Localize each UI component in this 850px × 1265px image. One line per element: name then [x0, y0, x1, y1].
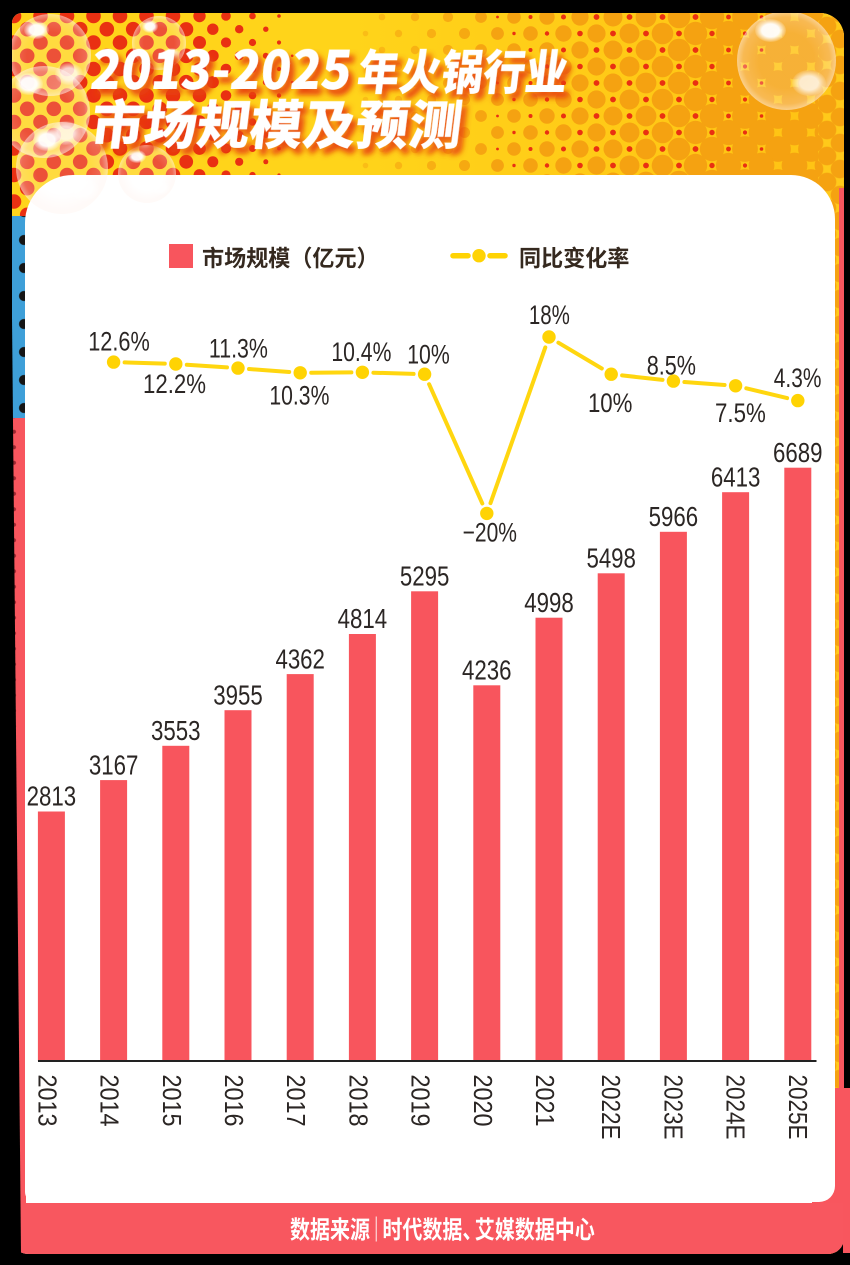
svg-text:7.5%: 7.5%	[715, 398, 766, 428]
svg-text:5295: 5295	[400, 561, 450, 592]
svg-text:4236: 4236	[462, 655, 512, 686]
svg-text:10.4%: 10.4%	[331, 337, 391, 367]
svg-text:18%: 18%	[529, 300, 570, 330]
svg-text:8.5%: 8.5%	[647, 351, 696, 381]
svg-text:5498: 5498	[586, 543, 636, 574]
svg-text:2015: 2015	[157, 1075, 185, 1127]
svg-text:2014: 2014	[95, 1075, 123, 1127]
svg-text:3955: 3955	[213, 679, 263, 710]
svg-text:4814: 4814	[338, 603, 388, 634]
svg-text:10.3%: 10.3%	[269, 381, 329, 411]
svg-text:12.6%: 12.6%	[88, 326, 150, 356]
svg-text:10%: 10%	[588, 388, 633, 418]
svg-text:2016: 2016	[219, 1075, 247, 1127]
svg-text:2013: 2013	[32, 1075, 60, 1127]
svg-text:4362: 4362	[275, 643, 325, 674]
svg-text:2024E: 2024E	[721, 1075, 749, 1140]
svg-text:5966: 5966	[649, 501, 699, 532]
svg-text:4998: 4998	[524, 587, 574, 618]
svg-text:10%: 10%	[407, 339, 450, 369]
svg-text:6689: 6689	[773, 437, 823, 468]
svg-text:2021: 2021	[530, 1075, 558, 1127]
svg-text:2022E: 2022E	[596, 1075, 624, 1140]
svg-text:3553: 3553	[151, 715, 201, 746]
svg-text:2018: 2018	[343, 1075, 371, 1127]
svg-text:2023E: 2023E	[658, 1075, 686, 1140]
svg-text:2017: 2017	[281, 1075, 309, 1127]
svg-text:3167: 3167	[89, 749, 139, 780]
svg-text:6413: 6413	[711, 461, 761, 492]
svg-text:−20%: −20%	[463, 518, 517, 548]
svg-text:2813: 2813	[27, 781, 77, 812]
svg-text:2019: 2019	[406, 1075, 434, 1127]
svg-text:2020: 2020	[468, 1075, 496, 1127]
svg-text:2025E: 2025E	[783, 1075, 811, 1140]
svg-text:11.3%: 11.3%	[209, 334, 268, 364]
svg-text:12.2%: 12.2%	[143, 369, 206, 399]
svg-text:4.3%: 4.3%	[774, 363, 822, 393]
